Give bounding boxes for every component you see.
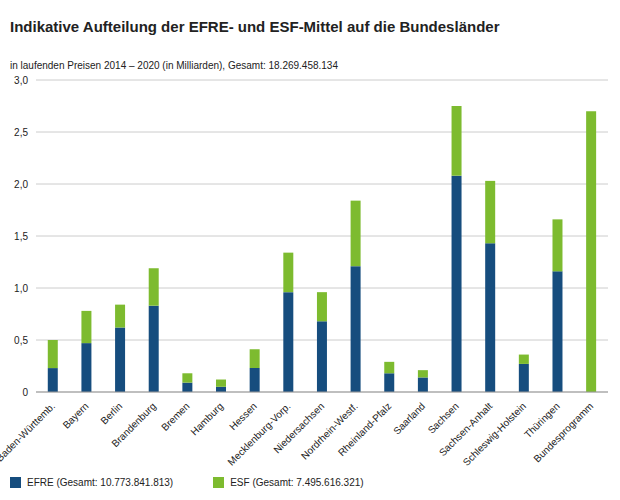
html-text:in laufenden Preisen 2014 – 20: in laufenden Preisen 2014 – 2020 (in Mil…: [10, 60, 338, 71]
svg-text:Nordrhein-Westf.: Nordrhein-Westf.: [299, 400, 360, 461]
svg-text:Bremen: Bremen: [159, 400, 192, 433]
svg-text:Schleswig-Holstein: Schleswig-Holstein: [461, 400, 529, 468]
svg-text:Sachsen-Anhalt: Sachsen-Anhalt: [436, 400, 495, 459]
svg-text:Thüringen: Thüringen: [522, 400, 562, 441]
html-text:EFRE (Gesamt: 10.773.841.813): EFRE (Gesamt: 10.773.841.813): [27, 476, 174, 488]
svg-text:1,5: 1,5: [14, 231, 28, 242]
svg-text:Niedersachsen: Niedersachsen: [271, 400, 327, 456]
svg-text:2,5: 2,5: [14, 127, 28, 138]
svg-text:Rheinland-Pfalz: Rheinland-Pfalz: [336, 400, 394, 458]
svg-text:0: 0: [22, 387, 28, 398]
svg-text:Bayern: Bayern: [61, 400, 91, 430]
svg-text:0,5: 0,5: [14, 335, 28, 346]
svg-text:Hessen: Hessen: [227, 400, 259, 432]
svg-text:Berlin: Berlin: [98, 400, 124, 426]
svg-text:Mecklenburg-Vorp.: Mecklenburg-Vorp.: [225, 400, 292, 467]
svg-text:Bundesprogramm: Bundesprogramm: [531, 400, 595, 464]
svg-text:Brandenburg: Brandenburg: [109, 400, 158, 449]
svg-text:Hamburg: Hamburg: [188, 400, 225, 437]
svg-text:2,0: 2,0: [14, 179, 28, 190]
html-text:ESF (Gesamt: 7.495.616.321): ESF (Gesamt: 7.495.616.321): [230, 476, 364, 488]
svg-text:Baden-Württemb.: Baden-Württemb.: [8, 400, 57, 463]
svg-text:Sachsen: Sachsen: [425, 400, 461, 436]
svg-text:3,0: 3,0: [14, 75, 28, 86]
svg-text:Saarland: Saarland: [391, 400, 427, 436]
html-text:Indikative Aufteilung der EFRE: Indikative Aufteilung der EFRE- und ESF-…: [10, 18, 500, 35]
svg-text:1,0: 1,0: [14, 283, 28, 294]
